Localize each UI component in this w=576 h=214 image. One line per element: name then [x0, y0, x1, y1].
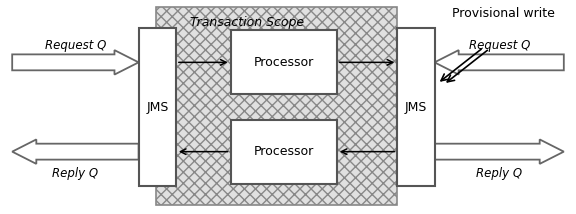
Polygon shape [12, 50, 139, 74]
Bar [397, 28, 434, 186]
Text: Processor: Processor [253, 145, 314, 158]
Text: JMS: JMS [146, 101, 169, 113]
Text: Request Q: Request Q [45, 39, 106, 52]
Bar [156, 7, 397, 205]
Polygon shape [434, 140, 564, 164]
Text: JMS: JMS [405, 101, 427, 113]
Text: Provisional write: Provisional write [452, 7, 555, 20]
Polygon shape [12, 140, 139, 164]
Text: Reply Q: Reply Q [52, 166, 98, 180]
Text: Transaction Scope: Transaction Scope [190, 16, 305, 29]
Bar [230, 30, 337, 94]
Text: Processor: Processor [253, 56, 314, 69]
Bar [139, 28, 176, 186]
Polygon shape [434, 50, 564, 74]
Text: Request Q: Request Q [469, 39, 530, 52]
Bar [230, 120, 337, 184]
Text: Reply Q: Reply Q [476, 166, 522, 180]
